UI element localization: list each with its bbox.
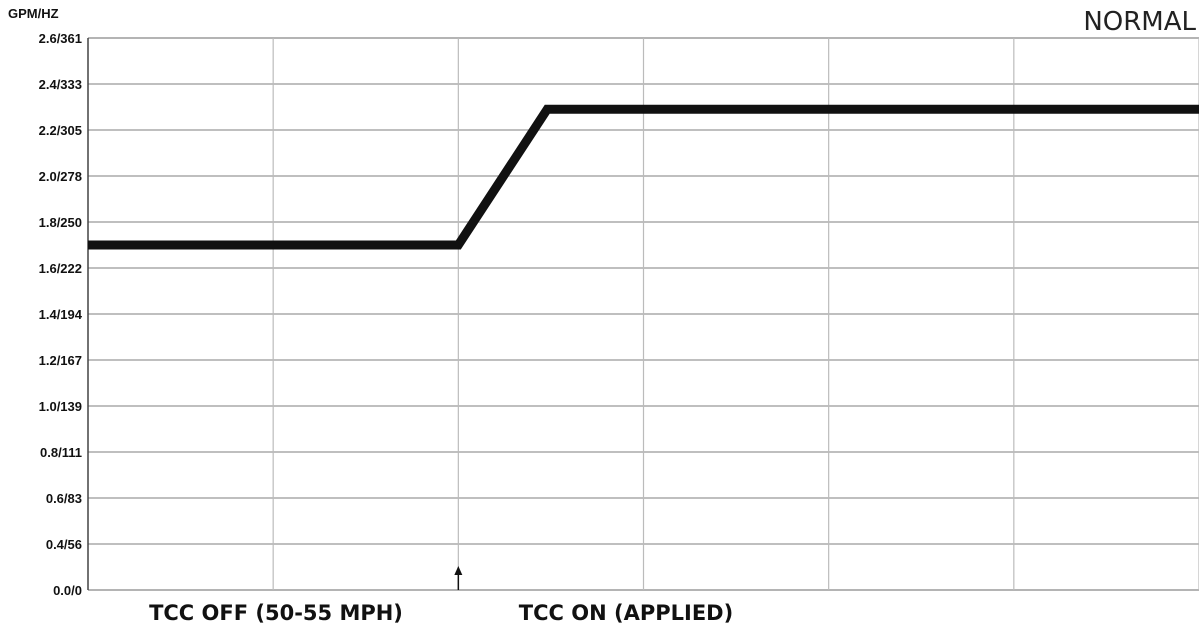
y-tick-labels: 0.0/0 0.4/56 0.6/83 0.8/111 1.0/139 1.2/167 1.… — [39, 31, 83, 598]
y-tick-label: 0.0/0 — [53, 583, 82, 598]
series-line — [88, 104, 1199, 250]
mode-label: NORMAL — [1083, 7, 1196, 37]
y-tick-label: 1.2/167 — [39, 353, 82, 368]
series-group — [88, 104, 1199, 250]
y-tick-label: 1.6/222 — [39, 261, 82, 276]
annotation-tcc-on: TCC ON (APPLIED) — [519, 601, 733, 625]
y-axis-label: GPM/HZ — [8, 6, 59, 21]
y-tick-label: 1.0/139 — [39, 399, 82, 414]
y-tick-label: 2.4/333 — [39, 77, 82, 92]
y-tick-label: 0.8/111 — [40, 445, 82, 460]
marker-arrow-head — [454, 566, 463, 575]
chart-grid — [87, 37, 1199, 591]
y-tick-label: 2.6/361 — [39, 31, 82, 46]
y-tick-label: 1.8/250 — [39, 215, 82, 230]
y-tick-label: 0.6/83 — [46, 491, 82, 506]
event-marker — [454, 566, 463, 590]
y-tick-label: 2.0/278 — [39, 169, 82, 184]
y-tick-label: 0.4/56 — [46, 537, 82, 552]
annotation-tcc-off: TCC OFF (50-55 MPH) — [149, 601, 403, 625]
y-tick-label: 2.2/305 — [39, 123, 82, 138]
y-tick-label: 1.4/194 — [39, 307, 83, 322]
